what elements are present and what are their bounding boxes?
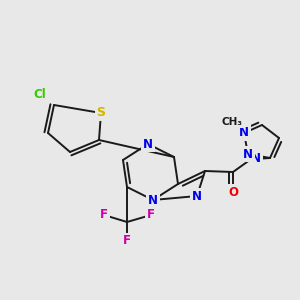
Text: N: N	[143, 137, 153, 151]
Text: N: N	[239, 127, 249, 140]
Text: N: N	[192, 190, 202, 202]
Text: CH₃: CH₃	[221, 117, 242, 127]
Text: H: H	[244, 147, 252, 157]
Text: F: F	[147, 208, 155, 221]
Text: N: N	[148, 194, 158, 206]
Text: N: N	[251, 152, 261, 166]
Text: S: S	[97, 106, 106, 119]
Text: N: N	[243, 148, 253, 160]
Text: F: F	[123, 235, 131, 248]
Text: Cl: Cl	[34, 88, 46, 101]
Text: O: O	[228, 185, 238, 199]
Text: F: F	[100, 208, 108, 221]
